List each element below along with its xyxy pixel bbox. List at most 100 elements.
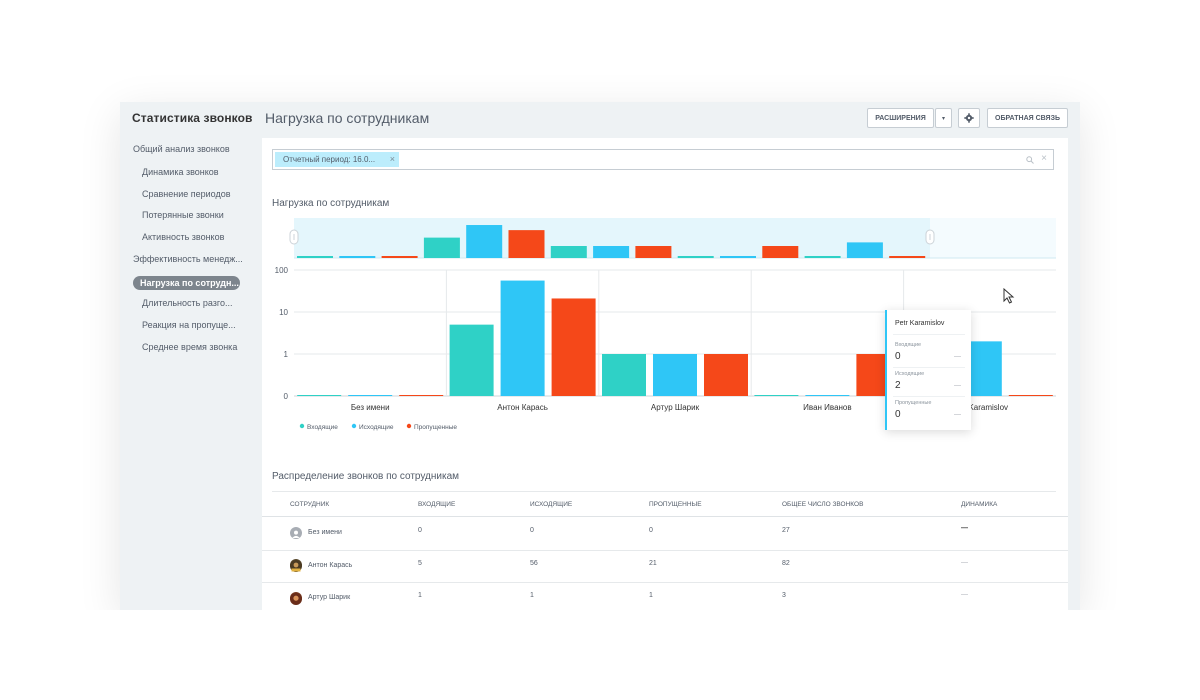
incoming-cell: 0 bbox=[418, 527, 422, 534]
table-title: Распределение звонков по сотрудникам bbox=[272, 471, 460, 482]
missed-cell: 1 bbox=[649, 592, 653, 599]
filter-chip-label: Отчетный период: 16.0... bbox=[283, 155, 376, 164]
sidebar-item-activity[interactable]: Активность звонков bbox=[142, 232, 225, 242]
dynamics-cell: — bbox=[961, 525, 968, 532]
bar bbox=[348, 395, 393, 396]
sidebar-group-efficiency[interactable]: Эффективность менедж... bbox=[133, 254, 243, 264]
tooltip-dash-missed: — bbox=[954, 411, 961, 418]
dynamics-cell: — bbox=[961, 559, 968, 566]
col-header-employee[interactable]: СОТРУДНИК bbox=[290, 501, 330, 508]
employee-name[interactable]: Без имени bbox=[308, 529, 342, 536]
chart-navigator[interactable] bbox=[289, 218, 1056, 259]
user-photo-icon bbox=[290, 593, 302, 605]
sidebar-item-duration[interactable]: Длительность разго... bbox=[142, 298, 233, 308]
total-cell: 82 bbox=[782, 560, 790, 567]
x-tick-label: Антон Карась bbox=[497, 403, 548, 412]
extensions-dropdown-button[interactable]: ▾ bbox=[935, 108, 952, 128]
row-divider bbox=[262, 550, 1068, 551]
extensions-label: РАСШИРЕНИЯ bbox=[875, 114, 926, 122]
close-icon[interactable]: × bbox=[389, 154, 395, 164]
legend-label: Входящие bbox=[307, 424, 338, 431]
x-tick-label: Без имени bbox=[351, 403, 390, 412]
col-header-dynamics[interactable]: ДИНАМИКА bbox=[961, 501, 998, 508]
table-divider bbox=[272, 491, 1056, 492]
tooltip-dash-outgoing: — bbox=[954, 382, 961, 389]
tooltip-name: Petr Karamislov bbox=[895, 320, 945, 327]
mouse-cursor-icon bbox=[1003, 288, 1015, 304]
settings-button[interactable] bbox=[958, 108, 980, 128]
y-tick-label: 0 bbox=[284, 392, 289, 401]
avatar bbox=[290, 559, 302, 572]
col-header-missed[interactable]: ПРОПУЩЕННЫЕ bbox=[649, 501, 702, 508]
col-header-outgoing[interactable]: ИСХОДЯЩИЕ bbox=[530, 501, 573, 508]
incoming-cell: 5 bbox=[418, 560, 422, 567]
total-cell: 27 bbox=[782, 527, 790, 534]
col-header-total[interactable]: ОБЩЕЕ ЧИСЛО ЗВОНКОВ bbox=[782, 501, 864, 508]
bar bbox=[449, 324, 494, 396]
user-photo-icon bbox=[290, 560, 302, 572]
y-tick-label: 10 bbox=[279, 308, 288, 317]
navigator-background bbox=[930, 218, 1056, 258]
total-cell: 3 bbox=[782, 592, 786, 599]
tooltip-label-missed: Пропущенные bbox=[895, 400, 932, 406]
dynamics-cell: — bbox=[961, 591, 968, 598]
navigator-bar bbox=[677, 256, 714, 258]
chart-tooltip: Petr Karamislov Входящие 0 — Исходящие 2… bbox=[885, 310, 971, 430]
avatar bbox=[290, 592, 302, 605]
x-tick-label: Артур Шарик bbox=[651, 403, 700, 412]
search-icon[interactable] bbox=[1026, 156, 1034, 164]
filter-bar[interactable]: Отчетный период: 16.0... × × bbox=[272, 149, 1054, 170]
gear-icon bbox=[964, 113, 974, 123]
navigator-bar bbox=[381, 256, 418, 258]
bar bbox=[500, 280, 545, 396]
sidebar-item-avg-time[interactable]: Среднее время звонка bbox=[142, 342, 238, 352]
page-title: Нагрузка по сотрудникам bbox=[265, 110, 430, 126]
filter-chip[interactable]: Отчетный период: 16.0... × bbox=[275, 152, 399, 167]
legend-label: Исходящие bbox=[359, 424, 394, 431]
sidebar-item-lost[interactable]: Потерянные звонки bbox=[142, 210, 224, 220]
navigator-bar bbox=[508, 230, 545, 258]
navigator-bar bbox=[339, 256, 376, 258]
bar bbox=[399, 395, 444, 396]
navigator-bar bbox=[720, 256, 756, 258]
tooltip-value-missed: 0 bbox=[895, 409, 901, 420]
page-bottom-mask bbox=[0, 610, 1200, 700]
chart-main: 0 1 10 100 Без имени Антон Карась Артур Шарик И… bbox=[275, 266, 1056, 431]
sidebar-item-dynamics[interactable]: Динамика звонков bbox=[142, 167, 219, 177]
outgoing-cell: 1 bbox=[530, 592, 534, 599]
tooltip-divider bbox=[893, 367, 965, 368]
navigator-bar bbox=[846, 242, 883, 258]
bar bbox=[297, 395, 342, 396]
sidebar-item-compare[interactable]: Сравнение периодов bbox=[142, 189, 231, 199]
tooltip-label-outgoing: Исходящие bbox=[895, 371, 925, 377]
outgoing-cell: 0 bbox=[530, 527, 534, 534]
col-header-incoming[interactable]: ВХОДЯЩИЕ bbox=[418, 501, 456, 508]
sidebar-group-general[interactable]: Общий анализ звонков bbox=[133, 144, 230, 154]
bar bbox=[704, 354, 748, 396]
bar bbox=[653, 354, 697, 396]
navigator-bar bbox=[593, 246, 630, 258]
sidebar-item-workload[interactable]: Нагрузка по сотрудн... bbox=[133, 276, 240, 290]
legend-marker bbox=[406, 423, 412, 429]
clear-icon[interactable]: × bbox=[1041, 153, 1047, 164]
app-title: Статистика звонков bbox=[132, 111, 253, 125]
employee-name[interactable]: Артур Шарик bbox=[308, 594, 351, 601]
bar bbox=[602, 354, 646, 396]
extensions-button[interactable]: РАСШИРЕНИЯ bbox=[867, 108, 934, 128]
bar bbox=[754, 395, 799, 396]
missed-cell: 21 bbox=[649, 560, 657, 567]
navigator-bar bbox=[762, 246, 799, 258]
navigator-bar bbox=[466, 225, 503, 258]
navigator-bar bbox=[550, 246, 587, 258]
incoming-cell: 1 bbox=[418, 592, 422, 599]
employee-name[interactable]: Антон Карась bbox=[308, 562, 353, 569]
x-tick-label: Petr Karamislov bbox=[952, 403, 1008, 412]
sidebar-item-reaction[interactable]: Реакция на пропуще... bbox=[142, 320, 236, 330]
legend-marker bbox=[299, 423, 305, 429]
tooltip-divider bbox=[893, 396, 965, 397]
feedback-button[interactable]: ОБРАТНАЯ СВЯЗЬ bbox=[987, 108, 1068, 128]
tooltip-dash-incoming: — bbox=[954, 353, 961, 360]
tooltip-value-outgoing: 2 bbox=[895, 380, 901, 391]
header-divider bbox=[262, 516, 1068, 517]
